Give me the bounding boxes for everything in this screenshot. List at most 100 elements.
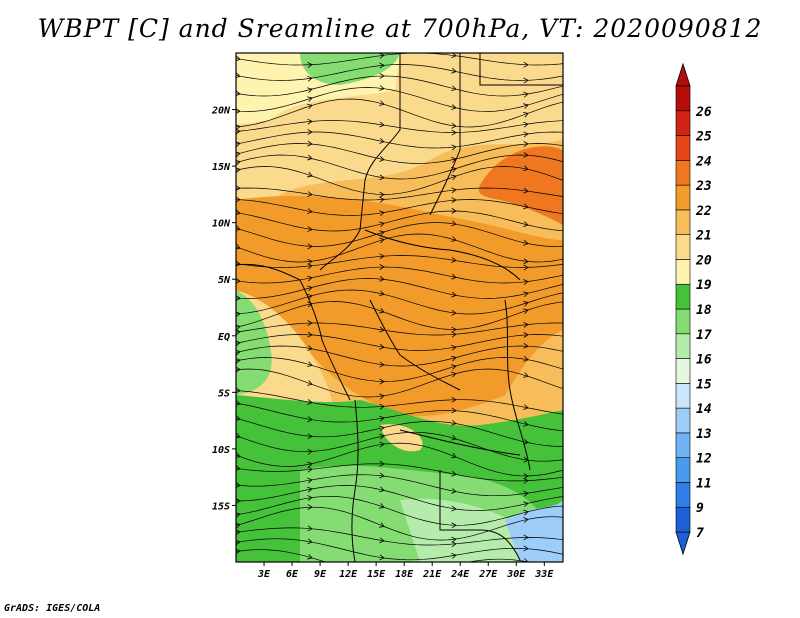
streamline-arrowhead bbox=[523, 308, 529, 315]
streamline-arrowhead bbox=[523, 203, 529, 210]
chart-title: WBPT [C] and Sreamline at 700hPa, VT: 20… bbox=[37, 14, 763, 43]
streamline-arrowhead bbox=[379, 537, 385, 544]
streamline-arrowhead bbox=[379, 72, 385, 79]
streamline-arrowhead bbox=[523, 332, 529, 338]
streamline-arrowhead bbox=[451, 331, 457, 338]
streamline-arrowhead bbox=[523, 240, 529, 246]
streamline-arrowhead bbox=[523, 509, 529, 516]
streamline-arrowhead bbox=[236, 141, 241, 147]
streamline bbox=[236, 289, 563, 315]
streamline-arrowhead bbox=[523, 61, 529, 68]
streamline-arrowhead bbox=[379, 554, 385, 561]
streamline bbox=[236, 431, 563, 462]
streamline-arrowhead bbox=[236, 349, 241, 356]
streamline-arrowhead bbox=[379, 361, 385, 368]
streamline-arrowhead bbox=[379, 403, 385, 410]
colorbar-arrow-high bbox=[675, 62, 691, 87]
streamline-arrowhead bbox=[451, 407, 457, 414]
streamline-arrowhead bbox=[451, 419, 457, 426]
colorbar-segment bbox=[675, 432, 691, 458]
colorbar-level-label: 12 bbox=[696, 452, 712, 467]
streamline-arrowhead bbox=[450, 452, 457, 459]
streamline-arrowhead bbox=[307, 191, 313, 197]
streamline-arrowhead bbox=[236, 72, 241, 79]
streamline-arrowhead bbox=[451, 197, 457, 204]
streamline-arrowhead bbox=[236, 277, 241, 284]
streamline bbox=[236, 334, 563, 351]
colorbar-segment bbox=[675, 506, 691, 533]
streamline-arrowhead bbox=[236, 432, 241, 439]
streamline-arrowhead bbox=[451, 541, 457, 548]
streamline-arrowhead bbox=[379, 210, 385, 217]
streamline-arrowhead bbox=[379, 343, 385, 350]
streamline-arrowhead bbox=[307, 448, 313, 455]
streamline-arrowhead bbox=[307, 486, 313, 493]
streamline-arrowhead bbox=[451, 434, 457, 441]
colorbar-segment bbox=[675, 457, 691, 483]
streamline-arrowhead bbox=[236, 340, 241, 347]
y-tick-label: EQ bbox=[218, 332, 230, 343]
streamline-arrowhead bbox=[236, 482, 241, 488]
streamline-arrowhead bbox=[523, 477, 529, 484]
streamline-arrowhead bbox=[523, 103, 529, 109]
colorbar-level-label: 18 bbox=[696, 303, 712, 318]
streamline-arrowhead bbox=[451, 309, 457, 316]
map-frame bbox=[235, 52, 564, 563]
streamline-arrowhead bbox=[379, 191, 385, 198]
streamline-arrowhead bbox=[236, 358, 241, 364]
colorbar-level-label: 9 bbox=[696, 501, 704, 516]
streamline-arrowhead bbox=[379, 237, 385, 244]
streamline-arrowhead bbox=[523, 264, 529, 271]
streamline-arrowhead bbox=[236, 512, 241, 518]
streamline-arrowhead bbox=[523, 221, 529, 227]
streamline-arrowhead bbox=[451, 488, 457, 494]
streamline bbox=[236, 222, 563, 247]
streamline-arrowhead bbox=[379, 53, 385, 59]
streamline-arrowhead bbox=[451, 563, 456, 568]
streamline bbox=[236, 233, 563, 263]
streamline-arrowhead bbox=[307, 275, 313, 282]
streamline bbox=[236, 538, 563, 561]
colorbar-segment bbox=[675, 85, 691, 112]
streamline-arrowhead bbox=[379, 486, 385, 493]
colorbar-level-label: 11 bbox=[696, 476, 712, 491]
streamline-arrowhead bbox=[379, 307, 385, 314]
field-red-ne bbox=[478, 146, 563, 225]
colorbar-level-label: 22 bbox=[695, 204, 712, 219]
country-borders bbox=[236, 53, 563, 562]
streamline-arrowhead bbox=[451, 67, 457, 74]
streamline-arrowhead bbox=[451, 326, 457, 333]
streamline-arrowhead bbox=[523, 356, 529, 362]
streamline-arrowhead bbox=[307, 154, 313, 161]
streamline bbox=[236, 474, 563, 497]
streamline-arrowhead bbox=[307, 87, 313, 93]
x-tick-label: 30E bbox=[506, 569, 526, 580]
y-tick-label: 20N bbox=[211, 106, 231, 117]
streamline-arrowhead bbox=[523, 517, 529, 523]
streamline-arrowhead bbox=[451, 220, 457, 227]
streamline-arrowhead bbox=[307, 140, 313, 147]
streamline-arrowhead bbox=[379, 100, 385, 106]
colorbar-level-label: 21 bbox=[695, 229, 712, 244]
streamline-arrowhead bbox=[523, 279, 529, 285]
streamline bbox=[236, 154, 563, 180]
streamline-arrowhead bbox=[236, 167, 241, 174]
streamline-arrowhead bbox=[379, 156, 385, 162]
streamline bbox=[236, 131, 563, 149]
streamline-arrowhead bbox=[307, 495, 313, 501]
colorbar-segment bbox=[675, 259, 691, 285]
streamline-arrowhead bbox=[523, 501, 529, 508]
streamline bbox=[236, 322, 563, 336]
streamline-arrowhead bbox=[451, 236, 457, 242]
streamline bbox=[236, 402, 563, 432]
streamline-arrowhead bbox=[236, 196, 241, 203]
streamline-arrowhead bbox=[307, 320, 313, 326]
streamline-arrowhead bbox=[379, 275, 385, 282]
colorbar-segment bbox=[675, 383, 691, 409]
x-tick-label: 3E bbox=[257, 569, 271, 580]
streamline-arrowhead bbox=[379, 196, 385, 203]
streamline bbox=[236, 266, 563, 284]
colorbar-segment bbox=[675, 283, 691, 310]
streamline-arrowhead bbox=[307, 96, 313, 102]
streamline bbox=[236, 390, 563, 415]
